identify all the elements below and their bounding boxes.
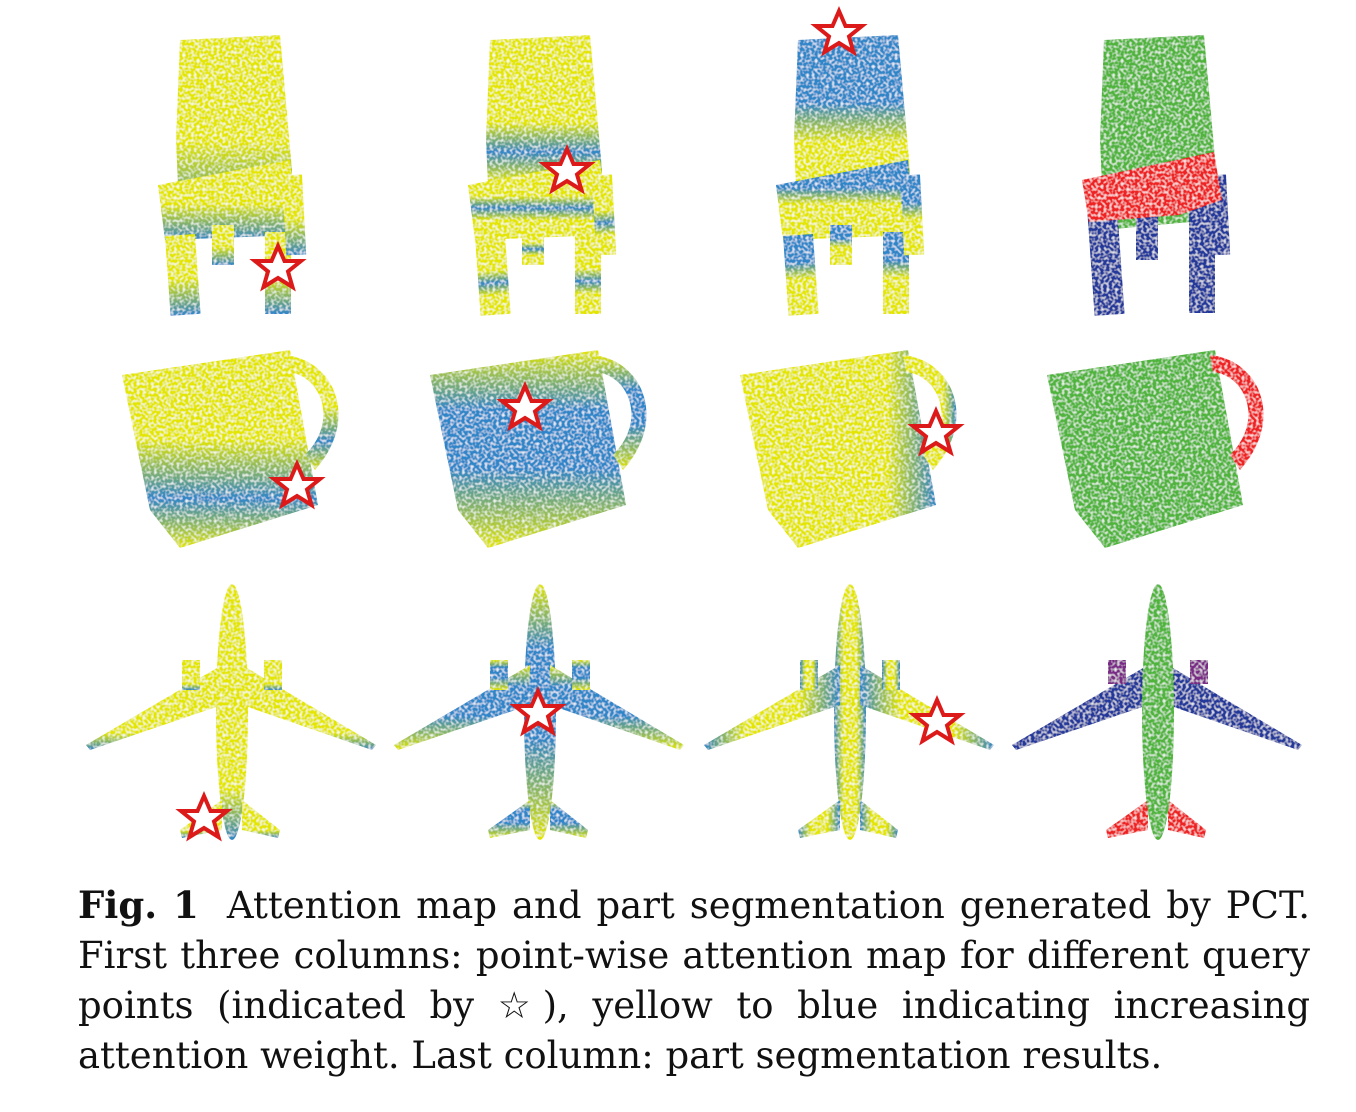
chair-attention-panel-2 [468,35,617,316]
mug-attention-panel-1 [122,350,339,548]
figure-label: Fig. 1 [78,883,199,927]
chair-attention-panel-3 [776,35,925,316]
airplane-segmentation-panel [1012,584,1302,840]
figure-panels [86,9,1302,840]
mug-segmentation-panel [1047,350,1264,548]
mug-attention-panel-2 [430,350,647,548]
airplane-attention-panel-1 [86,584,376,840]
chair-segmentation-panel [1082,35,1231,316]
caption-text: Attention map and part segmentation gene… [78,884,1310,1077]
figure-caption: Fig. 1 Attention map and part segmentatio… [78,880,1310,1081]
airplane-attention-panel-3 [704,584,994,840]
